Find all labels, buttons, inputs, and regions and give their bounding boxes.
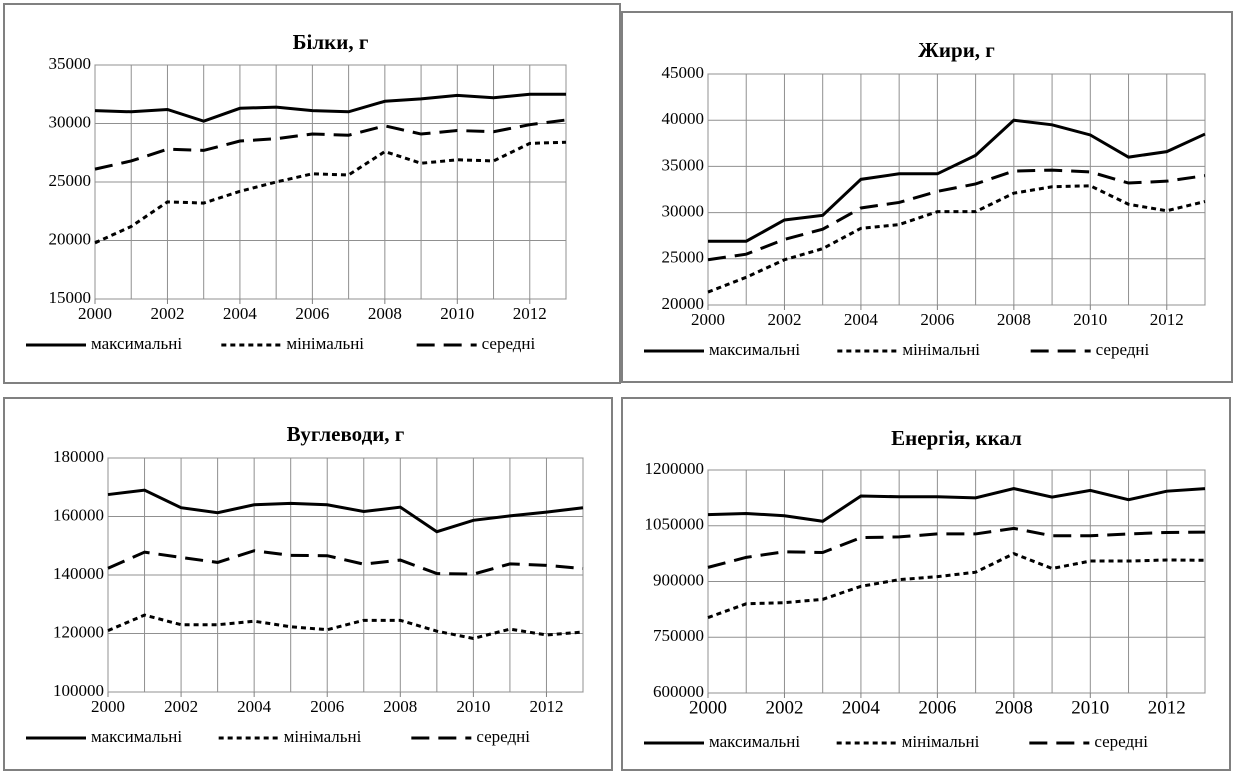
- x-tick-label: 2004: [237, 697, 272, 716]
- y-tick-label: 35000: [662, 155, 705, 174]
- y-tick-label: 30000: [49, 112, 92, 131]
- legend-label: максимальні: [91, 727, 182, 746]
- x-tick-label: 2008: [995, 697, 1033, 718]
- x-tick-label: 2006: [295, 304, 329, 323]
- y-tick-label: 20000: [662, 294, 705, 313]
- data-line: [707, 184, 1206, 294]
- y-tick-label: 750000: [653, 626, 704, 645]
- data-line: [107, 613, 584, 641]
- x-tick-label: 2006: [310, 697, 344, 716]
- y-tick-label: 120000: [53, 622, 104, 641]
- y-tick-label: 140000: [53, 564, 104, 583]
- y-tick-label: 1050000: [645, 515, 705, 534]
- y-tick-label: 25000: [49, 171, 92, 190]
- x-tick-label: 2000: [78, 304, 112, 323]
- x-tick-label: 2002: [150, 304, 184, 323]
- y-tick-label: 15000: [49, 288, 92, 307]
- x-tick-label: 2012: [1150, 310, 1184, 329]
- data-line: [707, 551, 1206, 619]
- data-line: [707, 487, 1206, 523]
- x-tick-label: 2012: [1148, 697, 1186, 718]
- data-line: [94, 92, 566, 123]
- data-line: [708, 118, 1206, 243]
- x-tick-label: 2008: [997, 310, 1031, 329]
- legend-label: середні: [1096, 340, 1150, 359]
- legend-label: мінімальні: [286, 334, 364, 353]
- legend-label: мінімальні: [902, 732, 980, 751]
- legend-label: максимальні: [709, 732, 800, 751]
- legend-label: мінімальні: [284, 727, 362, 746]
- x-tick-label: 2004: [844, 310, 879, 329]
- x-tick-label: 2002: [765, 697, 803, 718]
- x-tick-label: 2000: [689, 697, 727, 718]
- chart-title: Вуглеводи, г: [287, 422, 405, 446]
- x-tick-label: 2004: [842, 697, 881, 718]
- data-line: [107, 549, 584, 576]
- y-tick-label: 600000: [653, 682, 704, 701]
- x-tick-label: 2000: [91, 697, 125, 716]
- y-tick-label: 160000: [53, 505, 104, 524]
- legend-label: мінімальні: [902, 340, 980, 359]
- x-tick-label: 2012: [513, 304, 547, 323]
- legend-label: середні: [482, 334, 536, 353]
- y-tick-label: 30000: [662, 202, 705, 221]
- x-tick-label: 2010: [456, 697, 490, 716]
- x-tick-label: 2006: [920, 310, 954, 329]
- x-tick-label: 2002: [767, 310, 801, 329]
- data-line: [107, 488, 584, 534]
- y-tick-label: 100000: [53, 681, 104, 700]
- y-tick-label: 40000: [662, 109, 705, 128]
- data-line: [707, 526, 1206, 569]
- x-tick-label: 2010: [1071, 697, 1109, 718]
- x-tick-label: 2002: [164, 697, 198, 716]
- chart-title: Жири, г: [918, 38, 995, 62]
- data-line: [707, 168, 1206, 262]
- legend-label: середні: [476, 727, 530, 746]
- chart-title: Енергія, ккал: [891, 426, 1022, 450]
- x-tick-label: 2008: [383, 697, 417, 716]
- x-tick-label: 2012: [529, 697, 563, 716]
- x-tick-label: 2010: [440, 304, 474, 323]
- x-tick-label: 2004: [223, 304, 258, 323]
- panel-border: [621, 397, 1231, 771]
- legend-label: середні: [1094, 732, 1148, 751]
- x-tick-label: 2006: [918, 697, 956, 718]
- x-tick-label: 2000: [691, 310, 725, 329]
- data-line: [94, 118, 567, 171]
- x-tick-label: 2010: [1073, 310, 1107, 329]
- chart-title: Білки, г: [293, 30, 369, 54]
- x-tick-label: 2008: [368, 304, 402, 323]
- y-tick-label: 20000: [49, 229, 92, 248]
- y-tick-label: 25000: [662, 248, 705, 267]
- legend-label: максимальні: [709, 340, 800, 359]
- y-tick-label: 1200000: [645, 459, 705, 478]
- legend-label: максимальні: [91, 334, 182, 353]
- y-tick-label: 900000: [653, 570, 704, 589]
- y-tick-label: 35000: [49, 54, 92, 73]
- y-tick-label: 180000: [53, 447, 104, 466]
- data-line: [94, 140, 567, 245]
- panel-border: [3, 397, 613, 771]
- y-tick-label: 45000: [662, 63, 705, 82]
